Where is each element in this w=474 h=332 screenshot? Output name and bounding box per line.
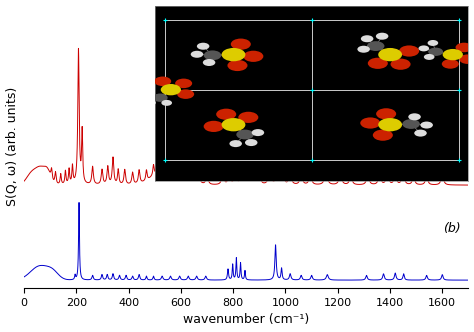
- Text: (a): (a): [443, 124, 461, 138]
- Text: (b): (b): [443, 222, 461, 235]
- X-axis label: wavenumber (cm⁻¹): wavenumber (cm⁻¹): [183, 313, 310, 326]
- Y-axis label: S(Q, ω) (arb. units): S(Q, ω) (arb. units): [6, 87, 18, 207]
